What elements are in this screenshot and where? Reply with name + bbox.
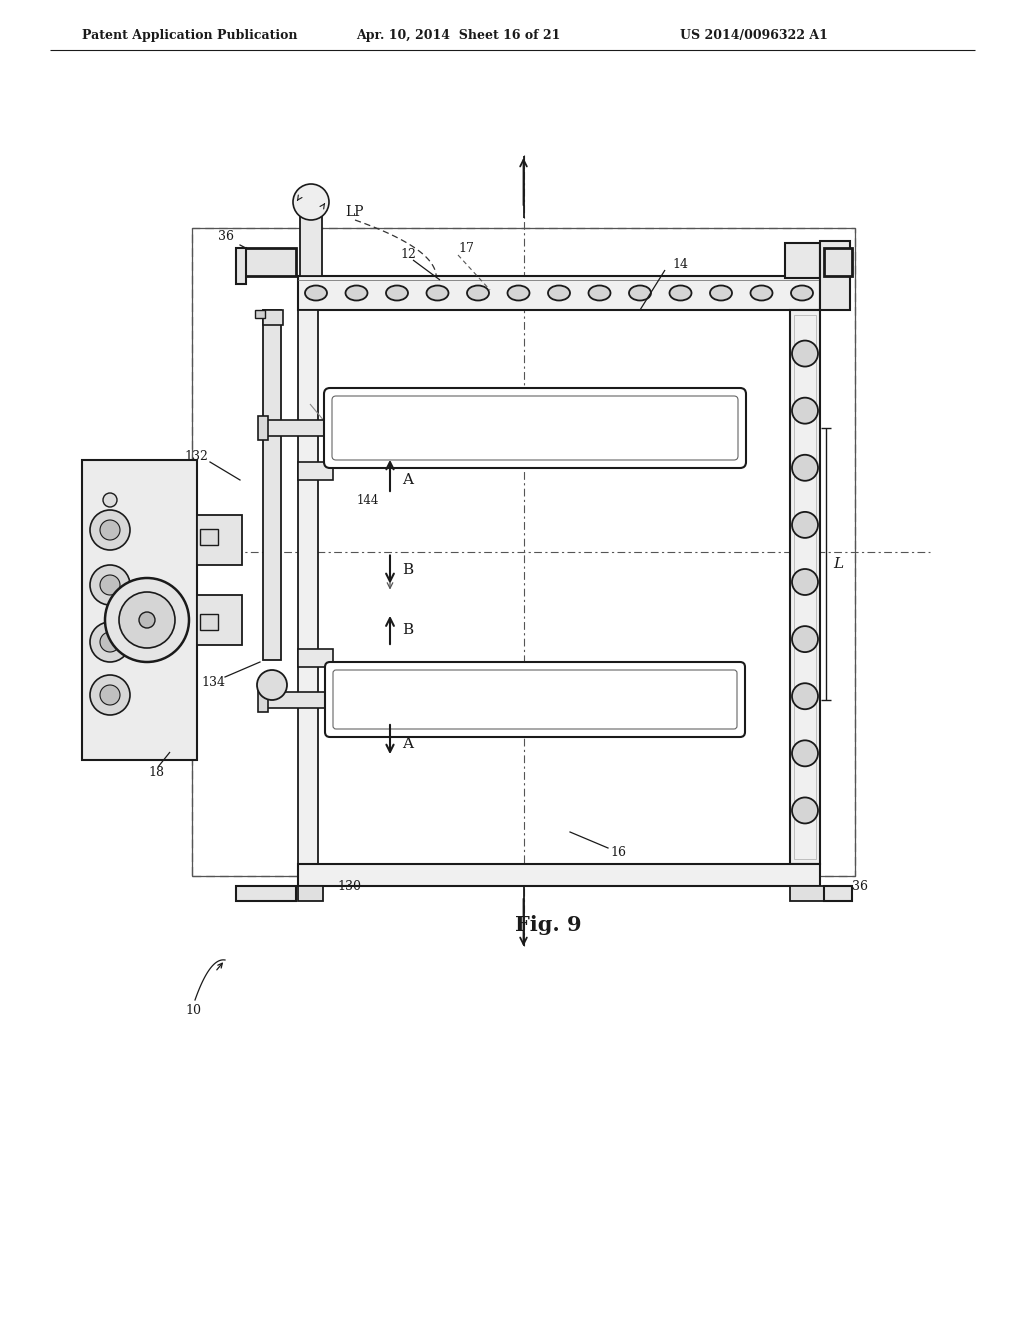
Text: Apr. 10, 2014  Sheet 16 of 21: Apr. 10, 2014 Sheet 16 of 21: [356, 29, 560, 41]
Bar: [298, 276, 820, 310]
Bar: [263, 310, 281, 660]
Text: 16: 16: [610, 846, 626, 858]
Bar: [82, 459, 197, 760]
Text: 36: 36: [852, 880, 868, 894]
Bar: [236, 248, 246, 284]
Ellipse shape: [508, 285, 529, 301]
Bar: [258, 688, 268, 711]
Bar: [263, 310, 283, 325]
Circle shape: [103, 492, 117, 507]
Circle shape: [792, 341, 818, 367]
Circle shape: [792, 626, 818, 652]
Circle shape: [100, 520, 120, 540]
Text: Fig. 9: Fig. 9: [515, 915, 582, 935]
Circle shape: [792, 797, 818, 824]
Circle shape: [119, 591, 175, 648]
Ellipse shape: [751, 285, 772, 301]
Circle shape: [792, 569, 818, 595]
Ellipse shape: [427, 285, 449, 301]
Circle shape: [90, 510, 130, 550]
Bar: [197, 595, 242, 645]
Circle shape: [792, 741, 818, 767]
Text: L: L: [833, 557, 843, 570]
FancyBboxPatch shape: [332, 396, 738, 459]
FancyBboxPatch shape: [325, 663, 745, 737]
Bar: [298, 310, 318, 865]
Bar: [300, 216, 322, 276]
Bar: [824, 248, 852, 276]
Text: 130: 130: [337, 880, 361, 894]
Text: 14: 14: [672, 259, 688, 272]
Circle shape: [100, 576, 120, 595]
Bar: [785, 243, 820, 279]
Circle shape: [139, 612, 155, 628]
Text: 132: 132: [184, 450, 208, 463]
Ellipse shape: [670, 285, 691, 301]
Circle shape: [792, 455, 818, 480]
Circle shape: [792, 684, 818, 709]
Ellipse shape: [629, 285, 651, 301]
Bar: [258, 416, 268, 440]
Bar: [263, 692, 333, 708]
Bar: [298, 865, 820, 886]
Text: LP: LP: [346, 205, 365, 219]
Circle shape: [293, 183, 329, 220]
Bar: [263, 420, 333, 436]
Ellipse shape: [548, 285, 570, 301]
Bar: [824, 886, 852, 902]
FancyBboxPatch shape: [333, 671, 737, 729]
Circle shape: [100, 632, 120, 652]
Ellipse shape: [386, 285, 408, 301]
Circle shape: [90, 565, 130, 605]
Ellipse shape: [345, 285, 368, 301]
Text: B: B: [402, 623, 414, 638]
Circle shape: [90, 675, 130, 715]
Ellipse shape: [791, 285, 813, 301]
Bar: [200, 529, 218, 545]
Bar: [236, 248, 296, 276]
Text: 144: 144: [356, 494, 379, 507]
Text: 18: 18: [148, 766, 164, 779]
Circle shape: [792, 397, 818, 424]
Text: 134: 134: [201, 676, 225, 689]
Circle shape: [257, 671, 287, 700]
FancyBboxPatch shape: [324, 388, 746, 469]
Circle shape: [90, 622, 130, 663]
Bar: [794, 315, 816, 859]
Bar: [200, 614, 218, 630]
Bar: [790, 886, 825, 902]
Bar: [820, 242, 850, 310]
Text: 10: 10: [185, 1003, 201, 1016]
Bar: [197, 515, 242, 565]
Ellipse shape: [710, 285, 732, 301]
Circle shape: [105, 578, 189, 663]
Ellipse shape: [589, 285, 610, 301]
Bar: [193, 228, 855, 876]
Bar: [193, 228, 855, 876]
Text: 36: 36: [218, 230, 234, 243]
Text: Patent Application Publication: Patent Application Publication: [82, 29, 298, 41]
Circle shape: [792, 512, 818, 537]
Circle shape: [100, 685, 120, 705]
Bar: [298, 886, 323, 902]
Bar: [298, 462, 333, 480]
Text: US 2014/0096322 A1: US 2014/0096322 A1: [680, 29, 827, 41]
Ellipse shape: [467, 285, 489, 301]
Text: B: B: [402, 562, 414, 577]
Ellipse shape: [305, 285, 327, 301]
Text: 17: 17: [458, 242, 474, 255]
Text: 12: 12: [400, 248, 416, 261]
Bar: [236, 886, 296, 902]
Bar: [298, 649, 333, 667]
Text: A: A: [402, 473, 414, 487]
Bar: [255, 310, 265, 318]
Bar: [790, 310, 820, 865]
Text: A: A: [402, 737, 414, 751]
